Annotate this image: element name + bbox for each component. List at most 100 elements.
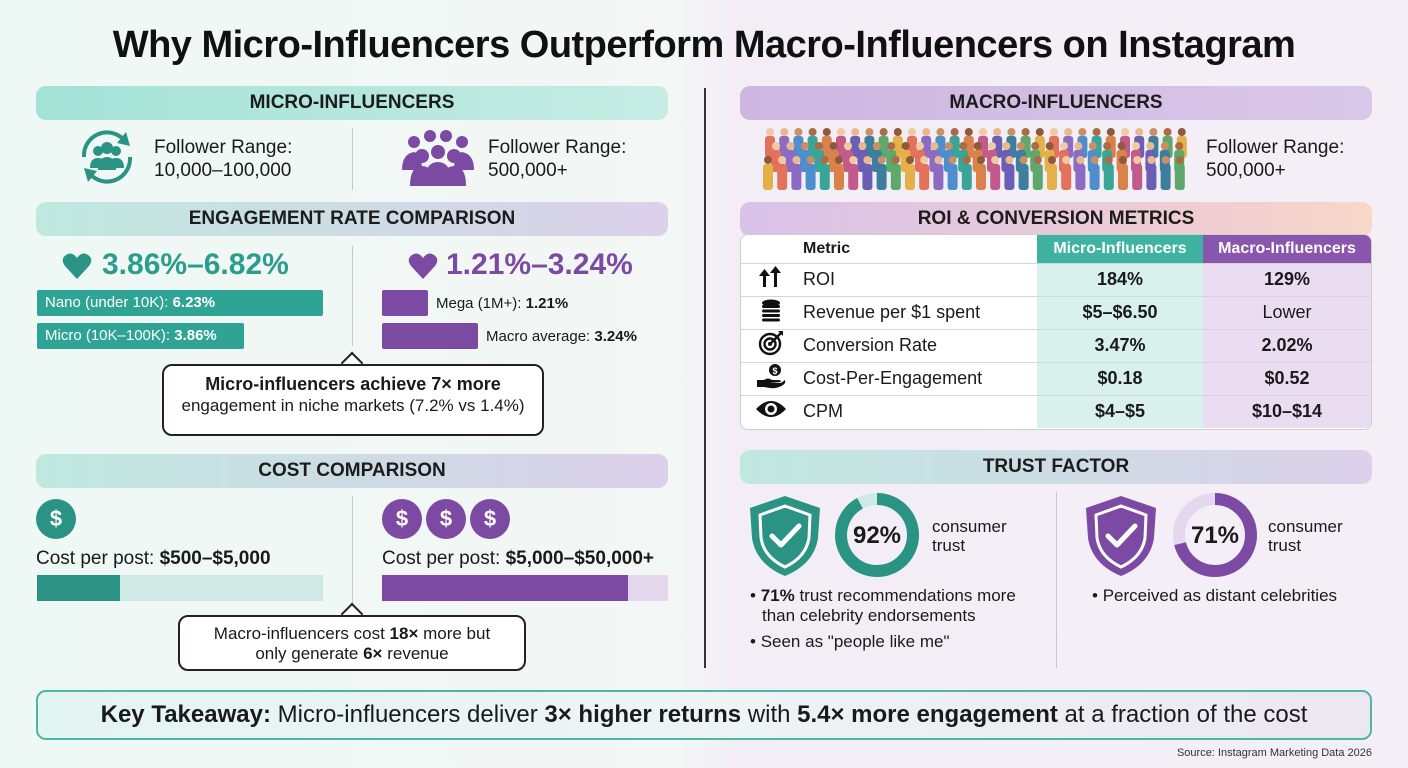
divider xyxy=(352,496,353,606)
crowd-person xyxy=(990,156,1001,190)
macro-column-header: Macro-Influencers xyxy=(1203,235,1371,264)
micro-trust-caption-1: consumer xyxy=(932,517,1007,536)
macro-cost-label: Cost per post: $5,000–$50,000+ xyxy=(382,547,654,570)
text: Seen as "people like me" xyxy=(760,632,950,651)
text: Macro-influencers cost xyxy=(213,624,390,643)
macro-cost-fill xyxy=(382,575,628,601)
crowd-person xyxy=(1032,156,1043,190)
crowd-person xyxy=(1004,156,1015,190)
crowd-person xyxy=(1132,156,1143,190)
nano-value: 6.23% xyxy=(172,294,216,311)
metric-label: CPM xyxy=(803,401,843,422)
heart-icon xyxy=(408,252,438,280)
crowd-person xyxy=(1146,156,1157,190)
crowd-person xyxy=(947,156,958,190)
macro-trust-percent: 71% xyxy=(1190,522,1240,549)
crowd-person xyxy=(848,156,859,190)
table-row: CPM $4–$5 $10–$14 xyxy=(741,395,1371,428)
table-row: $ Cost-Per-Engagement $0.18 $0.52 xyxy=(741,362,1371,396)
crowd-person xyxy=(1075,156,1086,190)
table-row: ROI 184% 129% xyxy=(741,263,1371,297)
table-row: Revenue per $1 spent $5–$6.50 Lower xyxy=(741,296,1371,330)
text: 6× xyxy=(363,644,383,663)
macro-follower-range-label: Follower Range: xyxy=(1206,137,1345,158)
community-cycle-icon xyxy=(74,124,140,190)
text: 5.4× more engagement xyxy=(797,701,1058,728)
micro-value: $5–$6.50 xyxy=(1037,296,1203,330)
micro-cost-label: Cost per post: $500–$5,000 xyxy=(36,547,271,570)
engagement-header: ENGAGEMENT RATE COMPARISON xyxy=(36,202,668,236)
svg-text:$: $ xyxy=(772,366,777,376)
dollar-coin-icon: $ xyxy=(382,499,422,539)
shield-check-icon xyxy=(1084,494,1158,578)
micro-follower-range-label: Follower Range: xyxy=(154,137,293,158)
crowd-person xyxy=(819,156,830,190)
cost-callout-line1: Macro-influencers cost 18× more but xyxy=(180,624,524,644)
callout-headline: Micro-influencers achieve 7× more xyxy=(205,374,501,394)
crowd-person xyxy=(1061,156,1072,190)
micro-cost-value: $500–$5,000 xyxy=(159,548,271,569)
crowd-person xyxy=(1174,156,1185,190)
crowd-person xyxy=(763,156,773,190)
mega-engagement-bar xyxy=(382,290,428,316)
crowd-person xyxy=(1018,156,1029,190)
roi-header: ROI & CONVERSION METRICS xyxy=(740,202,1372,236)
crowd-person xyxy=(1047,156,1057,190)
micro-value: $4–$5 xyxy=(1037,395,1203,428)
micro-cost-prefix: Cost per post: xyxy=(36,548,160,569)
micro-value: $0.18 xyxy=(1037,362,1203,396)
text: 3× higher returns xyxy=(544,701,742,728)
macro-follower-range-label: Follower Range: xyxy=(488,137,627,158)
heart-icon xyxy=(62,252,92,280)
macro-engagement-label: Macro average: 3.24% xyxy=(486,328,637,345)
micro-trust-ring xyxy=(834,492,920,578)
mega-engagement-label: Mega (1M+): 1.21% xyxy=(436,295,568,312)
nano-engagement-bar: Nano (under 10K): 6.23% xyxy=(37,290,323,316)
nano-label: Nano (under 10K): xyxy=(45,294,173,311)
macro-value: 2.02% xyxy=(1203,329,1371,363)
coin-stack-icon xyxy=(741,296,801,330)
macro-value: Lower xyxy=(1203,296,1371,330)
crowd-person xyxy=(905,156,915,190)
metric-label: Cost-Per-Engagement xyxy=(801,362,1037,396)
macro-value: $10–$14 xyxy=(1203,395,1371,428)
text: than celebrity endorsements xyxy=(762,606,976,625)
text: Micro-influencers deliver xyxy=(270,701,545,728)
crowd-person xyxy=(834,156,844,190)
macro-value: 3.24% xyxy=(594,328,637,345)
micro-trust-caption-2: trust xyxy=(932,536,966,555)
crowd-person xyxy=(777,156,788,190)
table-header-row: Metric Micro-Influencers Macro-Influence… xyxy=(741,235,1371,264)
key-takeaway-banner: Key Takeaway: Micro-influencers deliver … xyxy=(36,690,1372,740)
micro-value: 184% xyxy=(1037,263,1203,297)
engagement-callout: Micro-influencers achieve 7× more engage… xyxy=(162,364,544,436)
divider xyxy=(352,128,353,190)
crowd-person xyxy=(1089,156,1100,190)
crowd-person xyxy=(933,156,944,190)
micro-trust-percent: 92% xyxy=(852,522,902,549)
crowd-person xyxy=(791,156,802,190)
crowd-person xyxy=(919,156,930,190)
takeaway-lead: Key Takeaway: xyxy=(100,701,271,728)
micro-cost-track xyxy=(37,575,323,601)
macro-engagement-rate: 1.21%–3.24% xyxy=(446,248,633,281)
target-icon xyxy=(741,329,801,363)
crowd-person xyxy=(862,156,873,190)
crowd-illustration-icon xyxy=(760,124,1188,192)
micro-engagement-rate: 3.86%–6.82% xyxy=(102,248,289,281)
macro-value: 129% xyxy=(1203,263,1371,297)
growth-arrows-icon xyxy=(741,263,801,297)
text: at a fraction of the cost xyxy=(1057,701,1308,728)
micro-engagement-bar: Micro (10K–100K): 3.86% xyxy=(37,323,244,349)
macro-cost-prefix: Cost per post: xyxy=(382,548,506,569)
text: trust recommendations more xyxy=(794,586,1016,605)
source-note: Source: Instagram Marketing Data 2026 xyxy=(1176,747,1372,759)
micro-follower-range-value: 10,000–100,000 xyxy=(154,160,292,181)
macro-trust-caption-1: consumer xyxy=(1268,517,1343,536)
shield-check-icon xyxy=(748,494,822,578)
mega-value: 1.21% xyxy=(525,295,569,312)
text: 71% xyxy=(760,586,795,605)
divider xyxy=(352,246,353,346)
crowd-person xyxy=(1160,156,1171,190)
text: 18× xyxy=(389,624,419,643)
